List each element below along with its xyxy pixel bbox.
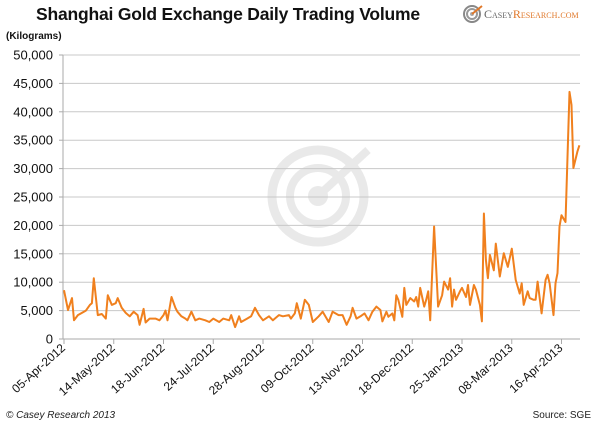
y-tick-label: 15,000 <box>13 246 53 261</box>
casey-research-logo: Casey Research.com <box>462 4 579 24</box>
source-note: Source: SGE <box>532 410 591 421</box>
y-tick-label: 5,000 <box>20 303 53 318</box>
logo-casey: Casey <box>484 6 513 21</box>
y-tick-label: 35,000 <box>13 133 53 148</box>
watermark-logo-icon <box>267 145 371 247</box>
chart-title: Shanghai Gold Exchange Daily Trading Vol… <box>36 4 420 24</box>
x-tick-label: 18-Jun-2012 <box>108 341 168 397</box>
y-axis-unit-label: (Kilograms) <box>6 31 62 42</box>
y-tick-label: 45,000 <box>13 76 53 91</box>
y-tick-label: 10,000 <box>13 275 53 290</box>
y-tick-label: 30,000 <box>13 161 53 176</box>
series-line-trading-volume <box>63 90 581 329</box>
copyright-note: © Casey Research 2013 <box>6 410 116 421</box>
logo-swirl-icon <box>463 5 483 23</box>
y-tick-label: 0 <box>46 332 53 347</box>
x-tick-label: 16-Apr-2013 <box>507 341 566 396</box>
y-tick-label: 20,000 <box>13 218 53 233</box>
y-tick-label: 50,000 <box>13 48 53 63</box>
y-tick-label: 25,000 <box>13 190 53 205</box>
y-tick-label: 40,000 <box>13 104 53 119</box>
x-tick-label: 08-Mar-2013 <box>455 341 516 398</box>
logo-research: Research.com <box>512 6 579 21</box>
